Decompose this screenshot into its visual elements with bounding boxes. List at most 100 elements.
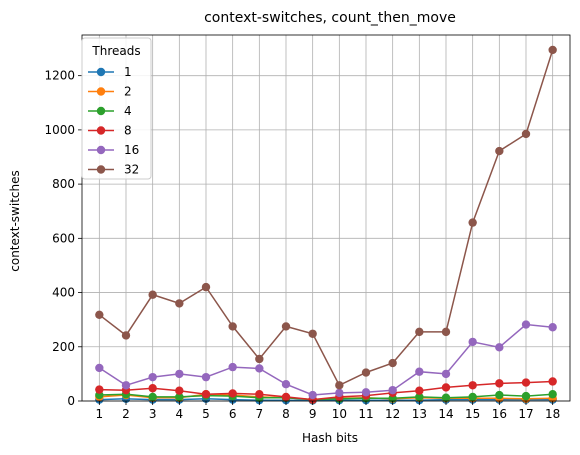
y-tick-label: 0 bbox=[67, 394, 75, 408]
legend-entry-1: 1 bbox=[124, 65, 132, 79]
x-tick-label: 2 bbox=[122, 407, 130, 421]
x-tick-label: 5 bbox=[202, 407, 210, 421]
series-line-32 bbox=[98, 49, 554, 387]
data-point-32 bbox=[201, 282, 211, 292]
series-line-16 bbox=[98, 323, 553, 396]
series-line-4 bbox=[99, 393, 553, 401]
data-point-16 bbox=[228, 362, 237, 372]
data-point-32 bbox=[361, 368, 371, 377]
data-point-32 bbox=[548, 45, 557, 55]
data-point-4 bbox=[415, 392, 424, 402]
data-point-16 bbox=[308, 390, 317, 400]
y-tick-label: 200 bbox=[52, 340, 75, 354]
data-point-8 bbox=[255, 390, 264, 399]
data-point-16 bbox=[548, 323, 557, 332]
data-point-8 bbox=[468, 381, 477, 390]
legend-marker-16 bbox=[96, 145, 106, 155]
x-axis-label: Hash bits bbox=[302, 431, 358, 445]
data-point-16 bbox=[335, 388, 344, 398]
data-point-8 bbox=[148, 384, 157, 393]
x-tick-label: 6 bbox=[229, 407, 237, 421]
x-tick-label: 14 bbox=[438, 407, 453, 421]
data-point-8 bbox=[415, 386, 424, 395]
data-point-16 bbox=[175, 369, 184, 379]
x-tick-label: 15 bbox=[465, 407, 480, 421]
data-point-8 bbox=[228, 389, 237, 398]
x-tick-label: 16 bbox=[492, 407, 507, 421]
data-point-16 bbox=[388, 385, 397, 395]
x-tick-label: 3 bbox=[149, 407, 157, 421]
x-tick-label: 10 bbox=[332, 407, 347, 421]
x-tick-label: 12 bbox=[385, 407, 400, 421]
data-point-4 bbox=[441, 393, 451, 402]
data-point-32 bbox=[95, 310, 104, 319]
data-point-16 bbox=[201, 372, 211, 382]
data-point-8 bbox=[281, 392, 291, 402]
data-point-16 bbox=[95, 363, 104, 373]
data-point-32 bbox=[335, 381, 344, 390]
y-tick-label: 1200 bbox=[44, 69, 75, 83]
data-point-8 bbox=[441, 383, 451, 392]
data-point-16 bbox=[255, 364, 264, 373]
data-point-32 bbox=[308, 329, 317, 338]
y-tick-label: 600 bbox=[52, 231, 75, 245]
data-point-16 bbox=[148, 372, 157, 382]
data-point-32 bbox=[281, 322, 291, 331]
y-tick-label: 400 bbox=[52, 286, 75, 300]
data-point-4 bbox=[468, 392, 477, 402]
x-tick-label: 11 bbox=[358, 407, 373, 421]
data-point-32 bbox=[468, 218, 477, 227]
y-axis-label: context-switches bbox=[8, 170, 22, 272]
data-point-16 bbox=[441, 369, 451, 379]
data-point-32 bbox=[228, 322, 237, 331]
legend-entry-2: 2 bbox=[124, 85, 132, 99]
data-point-32 bbox=[388, 358, 397, 368]
legend-entry-8: 8 bbox=[124, 124, 132, 138]
data-point-16 bbox=[468, 337, 477, 347]
data-point-32 bbox=[148, 290, 157, 299]
data-point-32 bbox=[255, 354, 264, 364]
data-point-4 bbox=[148, 392, 157, 402]
legend-box bbox=[81, 37, 152, 180]
series-line-8 bbox=[99, 380, 553, 401]
data-point-4 bbox=[175, 392, 184, 402]
legend-marker-1 bbox=[96, 67, 106, 77]
chart-title: context-switches, count_then_move bbox=[204, 10, 456, 26]
data-point-32 bbox=[175, 299, 184, 308]
x-tick-label: 8 bbox=[282, 407, 290, 421]
data-point-8 bbox=[175, 386, 184, 395]
legend-marker-32 bbox=[96, 165, 106, 174]
data-point-32 bbox=[121, 331, 131, 340]
data-point-16 bbox=[495, 343, 504, 352]
data-point-4 bbox=[548, 390, 557, 399]
y-tick-label: 800 bbox=[52, 177, 75, 191]
data-point-8 bbox=[95, 385, 104, 394]
data-point-32 bbox=[495, 146, 504, 156]
data-point-16 bbox=[281, 379, 291, 389]
y-tick-label: 1000 bbox=[44, 123, 75, 137]
data-point-4 bbox=[495, 390, 504, 400]
legend-marker-2 bbox=[96, 87, 106, 96]
x-tick-label: 18 bbox=[545, 407, 560, 421]
data-point-4 bbox=[521, 391, 531, 401]
x-tick-label: 1 bbox=[96, 407, 104, 421]
legend-entry-16: 16 bbox=[124, 143, 139, 157]
data-point-16 bbox=[415, 367, 424, 376]
x-tick-label: 17 bbox=[518, 407, 533, 421]
legend-marker-4 bbox=[96, 106, 106, 116]
data-point-16 bbox=[361, 388, 371, 397]
legend-entry-32: 32 bbox=[124, 163, 139, 177]
x-tick-label: 9 bbox=[309, 407, 317, 421]
data-point-8 bbox=[495, 379, 504, 388]
data-point-8 bbox=[201, 390, 211, 399]
x-tick-label: 4 bbox=[176, 407, 184, 421]
x-tick-label: 13 bbox=[412, 407, 427, 421]
axes-frame bbox=[81, 34, 571, 402]
x-tick-label: 7 bbox=[256, 407, 264, 421]
data-point-32 bbox=[521, 129, 531, 139]
legend-entry-4: 4 bbox=[124, 104, 132, 118]
legend-title: Threads bbox=[91, 44, 140, 58]
data-point-16 bbox=[521, 320, 531, 329]
plot-area: 1 2 3 4 5 6 7 8 9 10 11 12 13 14 15 16 17 180200400600800… bbox=[44, 34, 571, 421]
